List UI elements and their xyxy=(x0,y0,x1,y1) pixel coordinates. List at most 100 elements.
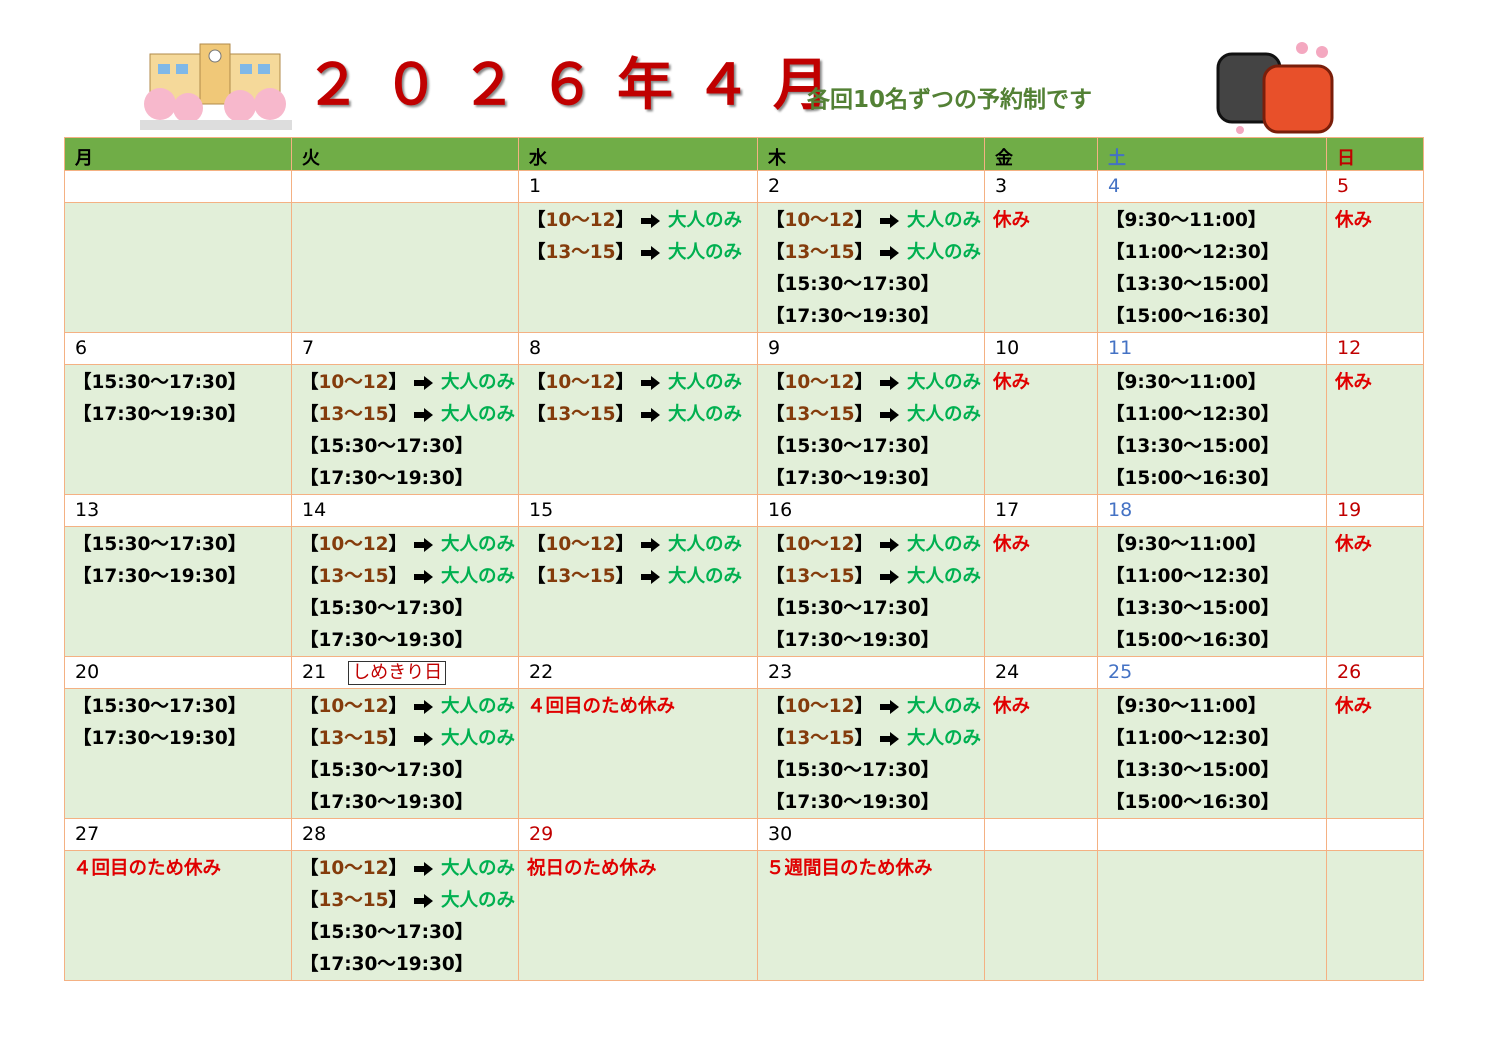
closed-notice: 休み xyxy=(1335,534,1373,555)
day-cell: 休み xyxy=(1326,688,1424,819)
arrow-icon xyxy=(641,246,661,260)
time-slot: 【15:30～17:30】 xyxy=(766,598,940,619)
day-cell xyxy=(64,202,292,333)
day-cell: 祝日のため休み xyxy=(518,850,758,981)
schedule-line: 休み xyxy=(1335,205,1423,237)
time-slot: 【17:30～19:30】 xyxy=(766,792,940,813)
adults-only-note: 大人のみ xyxy=(441,858,516,879)
time-slot: 【10～12】 xyxy=(300,858,408,879)
adults-only-note: 大人のみ xyxy=(441,566,516,587)
randoseru-illustration xyxy=(1216,42,1334,134)
day-cell: ５週間目のため休み xyxy=(757,850,985,981)
time-slot: 【10～12】 xyxy=(527,210,635,231)
adults-only-note: 大人のみ xyxy=(907,534,982,555)
time-slot: 【10～12】 xyxy=(300,372,408,393)
adults-only-note: 大人のみ xyxy=(441,696,516,717)
adults-only-note: 大人のみ xyxy=(907,728,982,749)
time-slot: 【15:30～17:30】 xyxy=(766,760,940,781)
day-cell: ４回目のため休み xyxy=(64,850,292,981)
day-cell: 【9:30～11:00】 【11:00～12:30】 【13:30～15:00】 【1… xyxy=(1097,526,1327,657)
closed-notice: ４回目のため休み xyxy=(527,696,676,717)
time-slot: 【13～15】 xyxy=(766,404,874,425)
adults-only-note: 大人のみ xyxy=(441,534,516,555)
time-slot: 【17:30～19:30】 xyxy=(300,630,474,651)
schedule-line: 【17:30～19:30】 xyxy=(73,399,291,431)
time-slot: 【11:00～12:30】 xyxy=(1106,242,1280,263)
schedule-line: 【17:30～19:30】 xyxy=(300,463,518,495)
arrow-icon xyxy=(414,376,434,390)
schedule-line: 休み xyxy=(993,529,1097,561)
date-cell xyxy=(1097,818,1327,851)
date-cell xyxy=(64,170,292,203)
schedule-line: 【13～15】 大人のみ xyxy=(527,237,757,269)
schedule-line: 【9:30～11:00】 xyxy=(1106,529,1326,561)
date-number: 21 xyxy=(302,661,327,683)
date-cell: 9 xyxy=(757,332,985,365)
day-cell: 【15:30～17:30】 【17:30～19:30】 xyxy=(64,526,292,657)
schedule-line: 【9:30～11:00】 xyxy=(1106,367,1326,399)
date-cell: 26 xyxy=(1326,656,1424,689)
schedule-line: 【13～15】 大人のみ xyxy=(766,399,984,431)
schedule-line: 【10～12】 大人のみ xyxy=(766,205,984,237)
day-cell: 【10～12】 大人のみ 【13～15】 大人のみ 【15:30～17:30】 【17:3… xyxy=(757,364,985,495)
arrow-icon xyxy=(414,538,434,552)
schedule-line: 【15:00～16:30】 xyxy=(1106,625,1326,657)
schedule-line: 【10～12】 大人のみ xyxy=(527,367,757,399)
time-slot: 【10～12】 xyxy=(766,534,874,555)
schedule-line: 【17:30～19:30】 xyxy=(766,463,984,495)
arrow-icon xyxy=(641,538,661,552)
date-cell: 18 xyxy=(1097,494,1327,527)
day-cell: 【9:30～11:00】 【11:00～12:30】 【13:30～15:00】 【1… xyxy=(1097,202,1327,333)
date-cell: 5 xyxy=(1326,170,1424,203)
time-slot: 【13～15】 xyxy=(766,242,874,263)
weekday-header: 木 xyxy=(757,137,985,171)
schedule-line: 【17:30～19:30】 xyxy=(300,625,518,657)
time-slot: 【11:00～12:30】 xyxy=(1106,728,1280,749)
time-slot: 【15:30～17:30】 xyxy=(300,922,474,943)
day-cell: 【10～12】 大人のみ 【13～15】 大人のみ 【15:30～17:30】 【17:3… xyxy=(291,688,519,819)
time-slot: 【13～15】 xyxy=(527,566,635,587)
time-slot: 【13:30～15:00】 xyxy=(1106,760,1280,781)
schedule-line: 【13～15】 大人のみ xyxy=(527,399,757,431)
date-number: 5 xyxy=(1337,175,1350,197)
date-cell: 28 xyxy=(291,818,519,851)
time-slot: 【15:30～17:30】 xyxy=(766,274,940,295)
date-cell: 30 xyxy=(757,818,985,851)
time-slot: 【13～15】 xyxy=(300,890,408,911)
arrow-icon xyxy=(414,894,434,908)
closed-notice: 休み xyxy=(1335,372,1373,393)
time-slot: 【17:30～19:30】 xyxy=(300,468,474,489)
date-cell xyxy=(291,170,519,203)
schedule-line: 【15:00～16:30】 xyxy=(1106,301,1326,333)
time-slot: 【13:30～15:00】 xyxy=(1106,598,1280,619)
time-slot: 【13～15】 xyxy=(766,566,874,587)
time-slot: 【13～15】 xyxy=(527,242,635,263)
adults-only-note: 大人のみ xyxy=(907,566,982,587)
adults-only-note: 大人のみ xyxy=(907,242,982,263)
arrow-icon xyxy=(880,376,900,390)
arrow-icon xyxy=(641,376,661,390)
arrow-icon xyxy=(880,732,900,746)
date-cell: 15 xyxy=(518,494,758,527)
schedule-line: 【11:00～12:30】 xyxy=(1106,723,1326,755)
schedule-line: 【13～15】 大人のみ xyxy=(766,237,984,269)
time-slot: 【15:00～16:30】 xyxy=(1106,468,1280,489)
schedule-line: 休み xyxy=(993,367,1097,399)
day-cell xyxy=(984,850,1098,981)
adults-only-note: 大人のみ xyxy=(907,372,982,393)
time-slot: 【15:30～17:30】 xyxy=(766,436,940,457)
schedule-line: 【13:30～15:00】 xyxy=(1106,755,1326,787)
day-cell: 【9:30～11:00】 【11:00～12:30】 【13:30～15:00】 【1… xyxy=(1097,688,1327,819)
day-cell: ４回目のため休み xyxy=(518,688,758,819)
time-slot: 【15:30～17:30】 xyxy=(300,760,474,781)
school-illustration xyxy=(140,43,292,130)
date-cell: 29 xyxy=(518,818,758,851)
schedule-line: 【15:30～17:30】 xyxy=(766,755,984,787)
schedule-line: 【15:30～17:30】 xyxy=(300,917,518,949)
schedule-line: 【13～15】 大人のみ xyxy=(300,399,518,431)
day-cell: 【10～12】 大人のみ 【13～15】 大人のみ 【15:30～17:30】 【17:3… xyxy=(291,364,519,495)
time-slot: 【10～12】 xyxy=(300,696,408,717)
schedule-line: 【15:30～17:30】 xyxy=(73,529,291,561)
date-number: 16 xyxy=(768,499,793,521)
